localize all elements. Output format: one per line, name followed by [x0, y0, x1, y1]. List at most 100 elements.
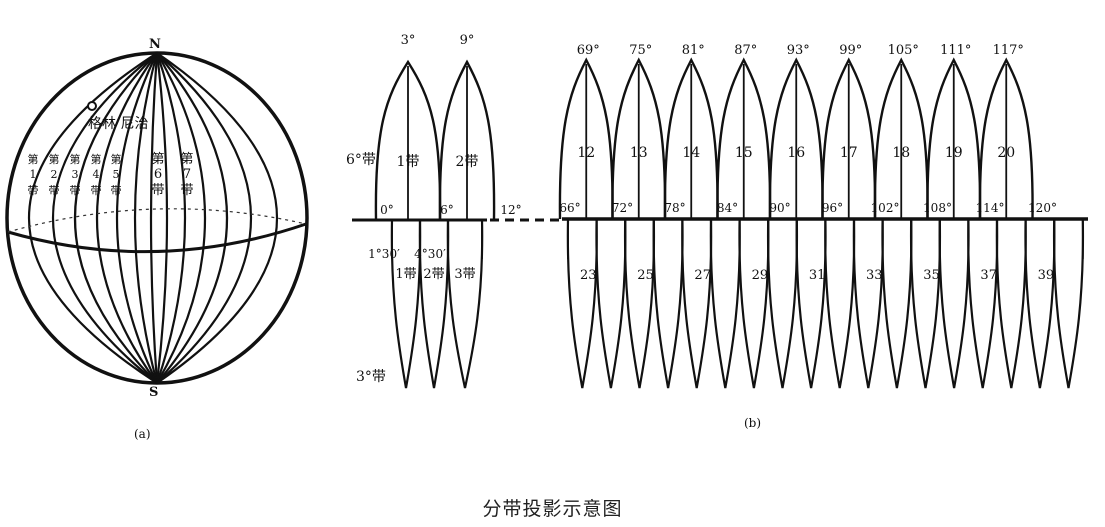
central-meridian-label: 117° — [993, 43, 1024, 58]
three-degree-zone-lens — [738, 218, 770, 389]
three-degree-zone-lens — [652, 218, 684, 389]
six-degree-zone-lens — [821, 57, 877, 220]
central-meridian-label: 75° — [629, 43, 652, 58]
globe-meridian — [133, 52, 159, 384]
three-degree-zone-lens — [881, 218, 913, 389]
globe-meridian — [156, 52, 253, 384]
zone-label-number: 3 — [72, 168, 79, 181]
figure-caption: 分带投影示意图 — [482, 498, 623, 520]
three-degree-zone-lens — [709, 218, 741, 389]
axis-tick-label: 108° — [923, 201, 952, 215]
three-degree-zone-label: 25 — [637, 268, 654, 283]
zone-label-number: 1 — [30, 168, 37, 181]
three-degree-zone-label: 31 — [809, 268, 826, 283]
axis-tick-label: 90° — [769, 201, 790, 215]
six-degree-zone-lens — [873, 57, 929, 220]
zone-label-number: 6 — [154, 167, 162, 182]
zone-label-char: 第 — [111, 152, 122, 166]
zone-label-number: 5 — [113, 168, 120, 181]
greenwich-marker — [87, 101, 97, 111]
axis-tick-label: 0° — [380, 203, 394, 217]
zone-label-char: 带 — [28, 184, 39, 197]
six-degree-zone-lens — [978, 57, 1034, 220]
three-degree-zone-lens — [824, 218, 856, 389]
zone-label-char: 第 — [151, 152, 164, 167]
six-degree-zone-lens — [374, 59, 442, 220]
globe-meridian — [155, 52, 187, 384]
zone-label-number: 2 — [51, 168, 58, 181]
six-degree-zone-lens — [768, 57, 824, 220]
central-meridian-label: 111° — [940, 43, 971, 58]
globe-meridian — [74, 52, 158, 384]
six-degree-zones-left: 3° 1带 9° 2带 — [374, 33, 496, 220]
six-degree-zone-lens — [438, 59, 496, 220]
three-degree-zone-label: 23 — [580, 268, 597, 283]
six-degree-zone-lens — [663, 57, 719, 220]
six-degree-zone-lens — [611, 57, 667, 220]
axis-tick-label: 96° — [822, 201, 843, 215]
zone-label-number: 4 — [93, 168, 100, 181]
zone-bands-figure: 3° 1带 9° 2带 1带 2带 3带 0° 6° 12° 1°30′ 4°30′ 69° 12 75… — [346, 33, 1088, 430]
globe-meridian — [156, 52, 229, 384]
six-degree-zone-lens — [716, 57, 772, 220]
figure-a-label: (a) — [134, 427, 151, 441]
six-degree-zone-label: 17 — [840, 145, 858, 161]
axis-tick-label: 6° — [440, 203, 454, 217]
three-degree-zone-lens — [681, 218, 713, 389]
six-degree-zone-name: 6°带 — [346, 152, 376, 168]
zone-label-char: 第 — [180, 152, 193, 167]
three-degree-zone-label: 1带 — [395, 267, 416, 282]
three-degree-zone-lens — [852, 218, 884, 389]
three-degree-zone-lens — [390, 218, 422, 389]
axis-tick-label: 114° — [976, 201, 1005, 215]
six-degree-zone-label: 12 — [577, 145, 595, 161]
globe-meridian — [95, 52, 158, 384]
central-meridian-label: 105° — [888, 43, 919, 58]
three-degree-zone-lens — [1052, 218, 1085, 389]
central-meridian-label: 3° — [401, 33, 416, 48]
six-degree-zone-label: 13 — [630, 145, 648, 161]
three-degree-zone-lens — [595, 218, 627, 389]
three-degree-zone-name: 3°带 — [356, 369, 386, 385]
zone-label-char: 第 — [70, 152, 81, 166]
central-meridian-label: 69° — [577, 43, 600, 58]
globe-meridians — [28, 52, 278, 384]
six-degree-zone-label: 20 — [997, 145, 1015, 161]
globe-meridian — [28, 52, 158, 384]
zone-label-char: 带 — [91, 184, 102, 197]
central-meridian-label: 99° — [839, 43, 862, 58]
zone-label-char: 带 — [111, 184, 122, 197]
six-degree-zone-label: 15 — [735, 145, 753, 161]
three-degree-zone-lens — [623, 218, 656, 389]
six-degree-zone-label: 18 — [892, 145, 910, 161]
three-degree-zone-lens — [766, 218, 799, 389]
three-degree-zone-lens — [446, 218, 484, 389]
zone-label-char: 第 — [91, 152, 102, 166]
globe-meridian — [155, 52, 169, 384]
three-degree-zone-label: 3带 — [454, 267, 475, 282]
zone-label-char: 带 — [70, 184, 81, 197]
axis-tick-label: 120° — [1028, 201, 1057, 215]
zone-label-char: 第 — [28, 152, 39, 166]
globe-meridian — [156, 52, 278, 384]
central-meridian-label: 9° — [460, 33, 475, 48]
axis-tick-label: 84° — [717, 201, 738, 215]
three-degree-zone-label: 2带 — [423, 267, 444, 282]
three-degree-zone-label: 27 — [694, 268, 711, 283]
three-degree-zone-label: 37 — [980, 268, 997, 283]
six-degree-zone-lens — [558, 57, 614, 220]
six-degree-zone-label: 16 — [787, 145, 805, 161]
zone-label-char: 带 — [49, 184, 60, 197]
three-degree-zone-lens — [967, 218, 999, 389]
zone-label-char: 第 — [49, 152, 60, 166]
six-degree-zone-lens — [926, 57, 982, 220]
three-degree-zone-label: 35 — [923, 268, 940, 283]
six-degree-zone-label: 2带 — [456, 154, 479, 170]
three-degree-zone-lens — [795, 218, 827, 389]
three-degree-zone-lens — [909, 218, 942, 389]
globe-equator-back — [7, 208, 307, 233]
zone-label-char: 带 — [151, 183, 164, 198]
